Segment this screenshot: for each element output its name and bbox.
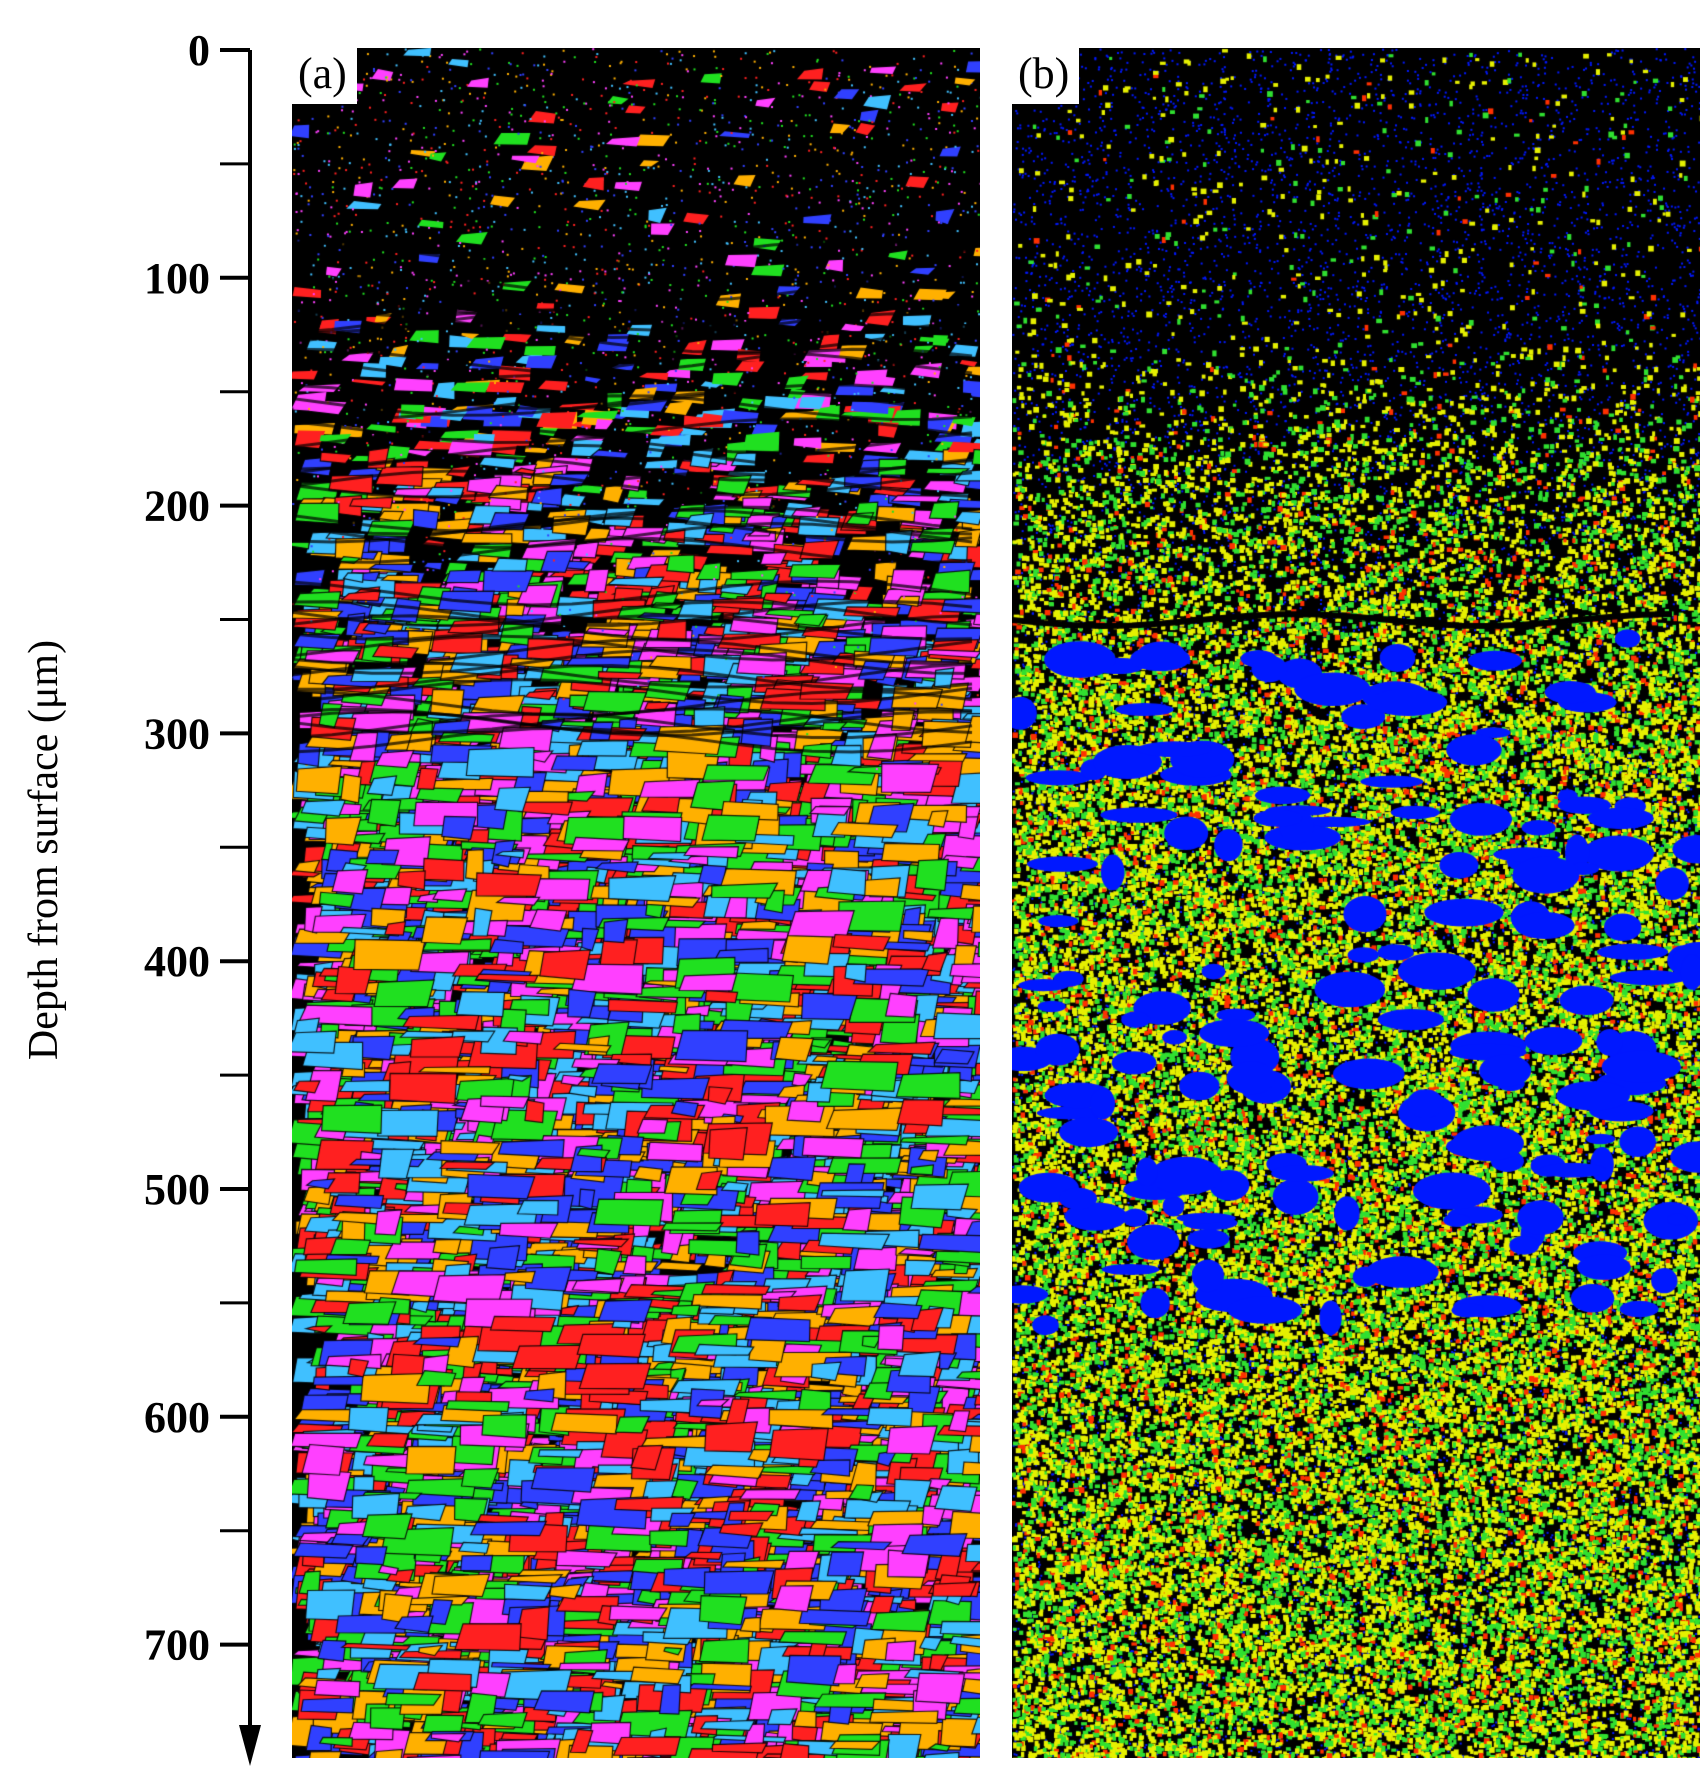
panel-a-ebsd-orientation-map: (a)	[292, 48, 980, 1758]
panel-b-label: (b)	[1012, 48, 1080, 104]
tick-label: 0	[188, 26, 210, 75]
axis-arrow-head	[239, 1725, 261, 1766]
y-axis-label: Depth from surface (μm)	[21, 639, 67, 1061]
tick-label: 500	[144, 1165, 210, 1214]
panel-b-phase-map: (b)	[1012, 48, 1700, 1758]
orientation-map-image	[292, 48, 980, 1758]
tick-label: 200	[144, 482, 210, 531]
tick-label: 300	[144, 709, 210, 758]
tick-label: 600	[144, 1393, 210, 1442]
depth-axis: 0 100 200 300 400 500 600 700	[144, 26, 261, 1766]
tick-label: 400	[144, 937, 210, 986]
panel-a-label: (a)	[292, 48, 357, 104]
tick-label: 700	[144, 1621, 210, 1670]
phase-map-image	[1012, 48, 1700, 1758]
tick-label: 100	[144, 254, 210, 303]
